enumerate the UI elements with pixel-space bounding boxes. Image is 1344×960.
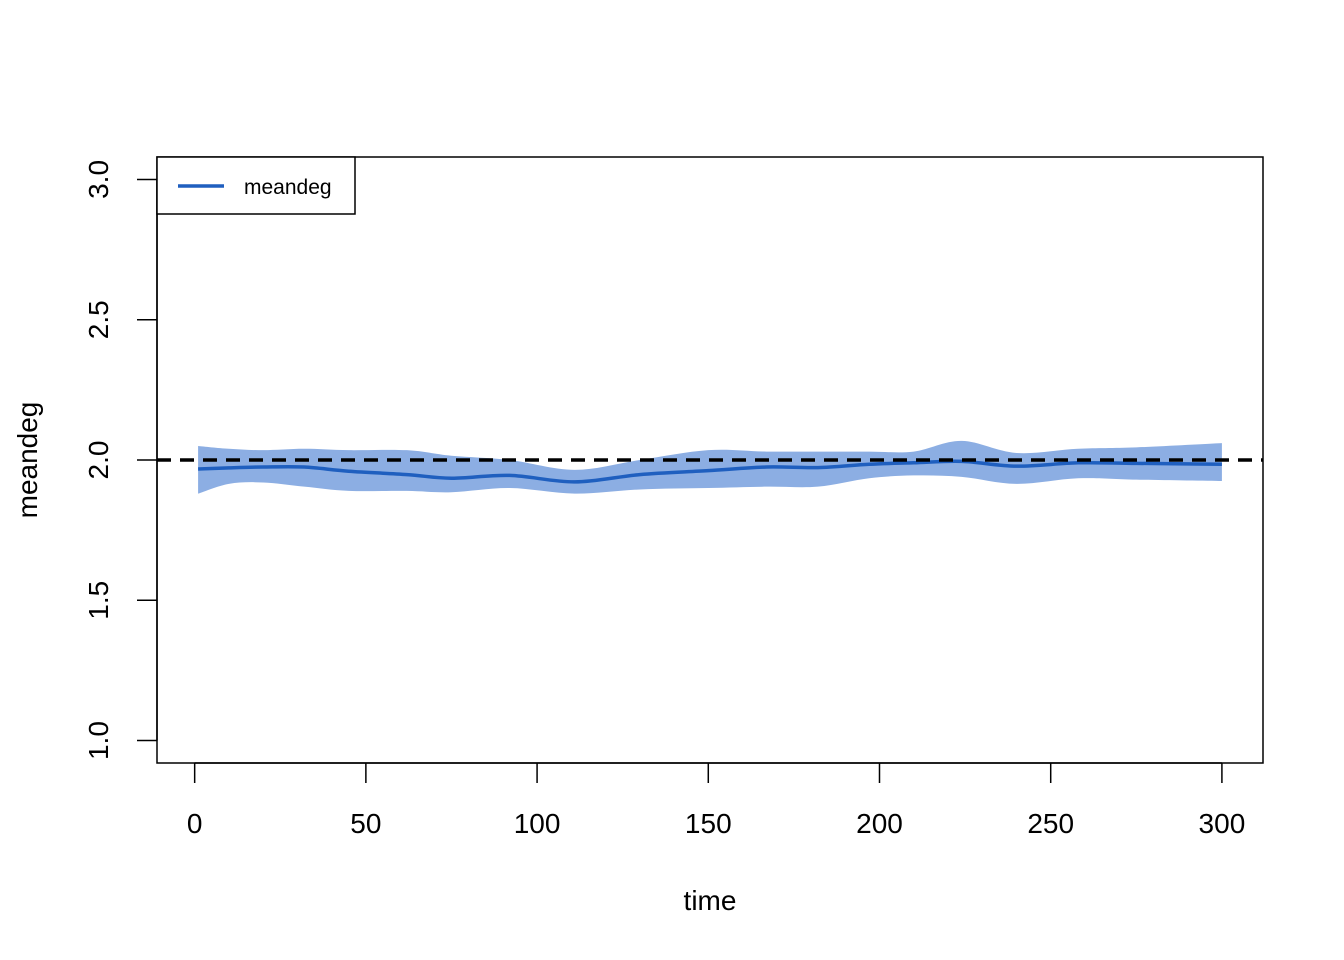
x-axis: 0 50 100 150 200 250 300 <box>187 762 1246 839</box>
x-tick-label: 100 <box>514 808 561 839</box>
y-tick-label: 1.5 <box>83 581 114 620</box>
series-line-meandeg <box>198 459 1222 484</box>
x-tick-label: 300 <box>1199 808 1246 839</box>
y-axis: 1.0 1.5 2.0 2.5 3.0 <box>83 160 158 760</box>
x-tick-label: 200 <box>856 808 903 839</box>
legend-label: meandeg <box>244 176 332 199</box>
y-tick-label: 2.5 <box>83 300 114 339</box>
y-axis-title: meandeg <box>12 402 43 519</box>
x-tick-label: 150 <box>685 808 732 839</box>
x-tick-label: 50 <box>350 808 381 839</box>
x-axis-title: time <box>684 885 737 916</box>
confidence-band <box>198 440 1222 494</box>
y-tick-label: 2.0 <box>83 441 114 480</box>
x-tick-label: 0 <box>187 808 203 839</box>
y-tick-label: 3.0 <box>83 160 114 199</box>
x-tick-label: 250 <box>1027 808 1074 839</box>
y-tick-label: 1.0 <box>83 721 114 760</box>
legend: meandeg <box>156 156 356 215</box>
plot-area <box>157 440 1263 494</box>
